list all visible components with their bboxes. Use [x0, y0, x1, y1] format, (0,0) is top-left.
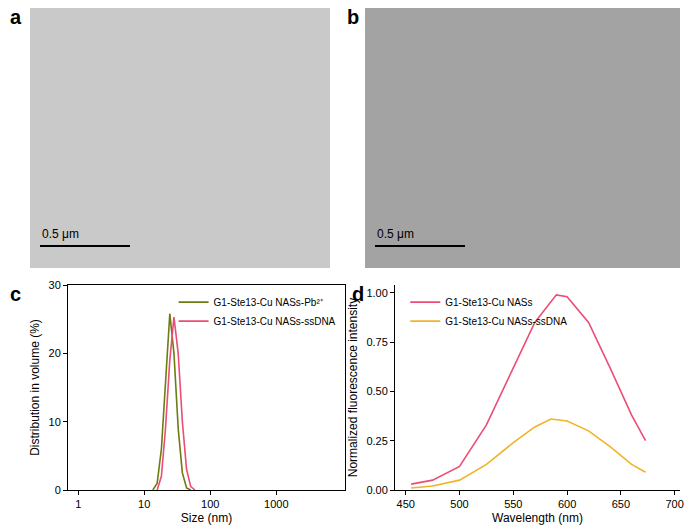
- svg-text:1000: 1000: [264, 498, 288, 510]
- svg-text:0.00: 0.00: [366, 484, 387, 496]
- svg-text:450: 450: [397, 498, 415, 510]
- svg-text:10: 10: [138, 498, 150, 510]
- svg-text:30: 30: [49, 279, 61, 291]
- svg-text:0.75: 0.75: [366, 336, 387, 348]
- svg-text:Size (nm): Size (nm): [181, 511, 232, 525]
- svg-text:20: 20: [49, 347, 61, 359]
- svg-text:G1-Ste13-Cu NASs-Pb²⁺: G1-Ste13-Cu NASs-Pb²⁺: [214, 297, 324, 308]
- svg-text:0.5 μm: 0.5 μm: [42, 227, 79, 241]
- svg-text:550: 550: [504, 498, 522, 510]
- svg-text:500: 500: [450, 498, 468, 510]
- svg-text:700: 700: [665, 498, 683, 510]
- svg-text:Wavelength (nm): Wavelength (nm): [492, 511, 583, 525]
- svg-text:b: b: [347, 6, 359, 28]
- svg-text:a: a: [10, 6, 22, 28]
- svg-text:600: 600: [558, 498, 576, 510]
- svg-text:Distribution in volume (%): Distribution in volume (%): [28, 319, 42, 456]
- svg-text:c: c: [10, 283, 21, 305]
- svg-text:G1-Ste13-Cu NASs: G1-Ste13-Cu NASs: [445, 297, 532, 308]
- svg-text:d: d: [352, 283, 364, 305]
- svg-text:10: 10: [49, 416, 61, 428]
- svg-text:100: 100: [201, 498, 219, 510]
- svg-text:0.25: 0.25: [366, 435, 387, 447]
- svg-text:Normalized fluorescence intens: Normalized fluorescence intensity: [346, 298, 360, 477]
- svg-text:0: 0: [55, 484, 61, 496]
- svg-text:1.00: 1.00: [366, 287, 387, 299]
- svg-text:0.5 μm: 0.5 μm: [377, 227, 414, 241]
- svg-text:650: 650: [612, 498, 630, 510]
- svg-text:0.50: 0.50: [366, 385, 387, 397]
- svg-text:G1-Ste13-Cu NASs-ssDNA: G1-Ste13-Cu NASs-ssDNA: [445, 316, 567, 327]
- svg-text:G1-Ste13-Cu NASs-ssDNA: G1-Ste13-Cu NASs-ssDNA: [214, 316, 336, 327]
- svg-text:1: 1: [75, 498, 81, 510]
